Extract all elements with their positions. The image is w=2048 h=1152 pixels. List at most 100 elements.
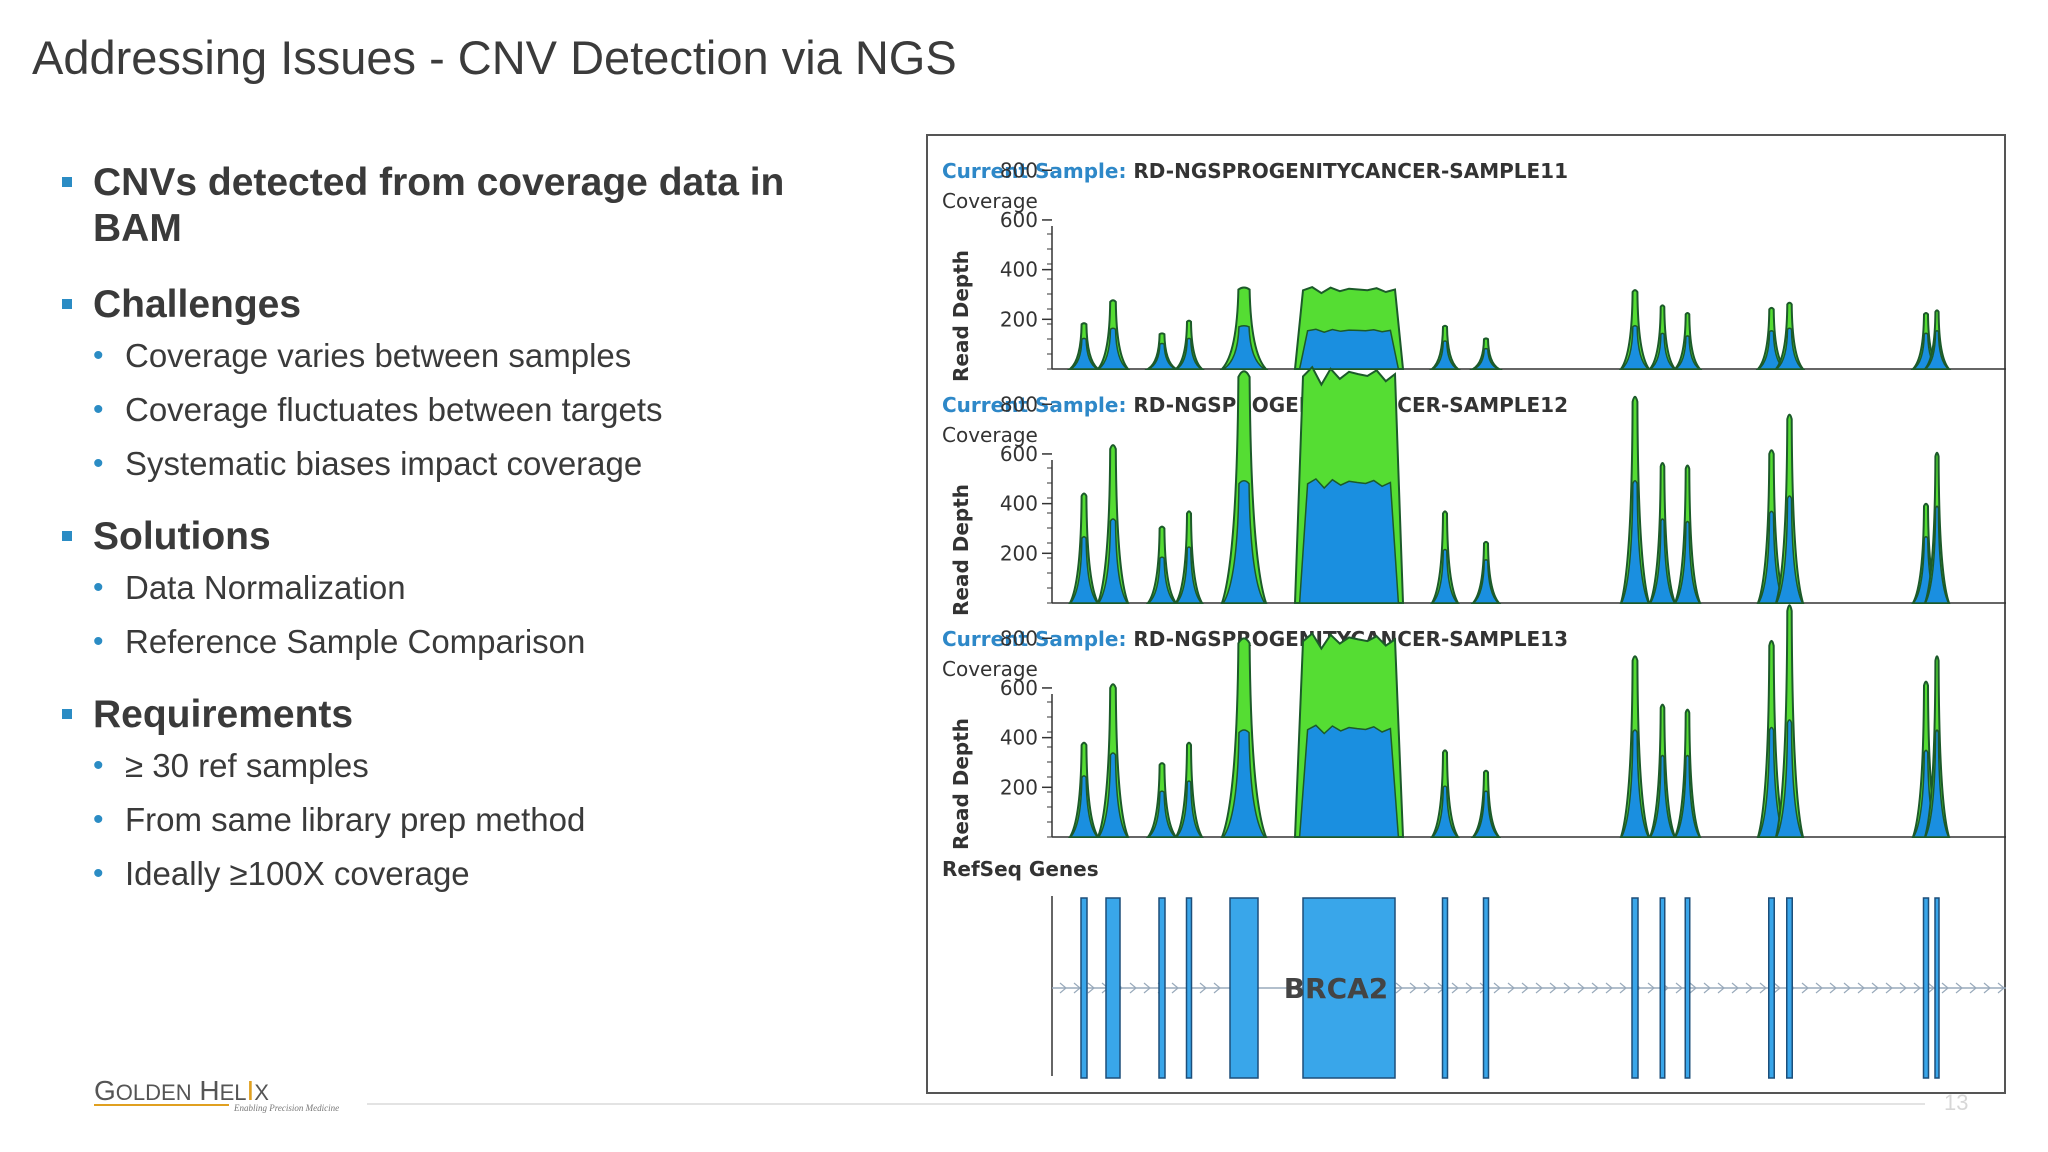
strand-arrow xyxy=(1731,982,1739,994)
coverage-inner-area xyxy=(1298,477,1400,604)
coverage-inner-area xyxy=(1923,330,1951,370)
y-tick-label: 600 xyxy=(1000,442,1038,466)
strand-arrow xyxy=(1577,982,1585,994)
strand-arrow xyxy=(1507,982,1515,994)
strand-arrow xyxy=(1521,982,1529,994)
y-tick-label: 400 xyxy=(1000,726,1038,750)
strand-arrow xyxy=(1493,982,1501,994)
sub-bullet: Reference Sample Comparison xyxy=(62,622,822,662)
sample-prefix: Current Sample: xyxy=(942,393,1133,417)
strand-arrow xyxy=(1773,982,1781,994)
gene-exon xyxy=(1786,897,1793,1079)
sub-bullet: Systematic biases impact coverage xyxy=(62,444,822,484)
sample-prefix: Current Sample: xyxy=(942,159,1133,183)
coverage-inner-area xyxy=(1220,324,1268,370)
strand-arrow xyxy=(1815,982,1823,994)
coverage-inner-area xyxy=(1222,480,1266,604)
coverage-inner-area xyxy=(1173,337,1205,370)
coverage-inner-area xyxy=(1471,558,1501,604)
coverage-inner-area xyxy=(1648,332,1677,370)
y-tick-label: 600 xyxy=(1000,208,1038,232)
sample-prefix: Current Sample: xyxy=(942,627,1133,651)
gene-exon xyxy=(1185,897,1193,1079)
coverage-inner-area xyxy=(1298,328,1400,370)
gene-exon xyxy=(1302,897,1396,1079)
bullet-challenges: Challenges xyxy=(62,282,822,328)
genes-track-label: RefSeq Genes xyxy=(942,857,1099,881)
svg-text:GOLDEN HELIX: GOLDEN HELIX xyxy=(94,1075,269,1106)
gene-exon xyxy=(1105,897,1121,1079)
y-axis-label: Read Depth xyxy=(949,484,973,616)
strand-arrow xyxy=(1969,982,1977,994)
y-tick-label: 400 xyxy=(1000,492,1038,516)
coverage-inner-area xyxy=(1775,719,1804,838)
strand-arrow xyxy=(1717,982,1725,994)
strand-arrow xyxy=(1927,982,1935,994)
y-tick-label: 200 xyxy=(1000,307,1038,331)
svg-text:Enabling Precision Medicine: Enabling Precision Medicine xyxy=(233,1103,339,1113)
strand-arrow xyxy=(1857,982,1865,994)
strand-arrow xyxy=(1675,982,1683,994)
coverage-inner-area xyxy=(1674,754,1701,838)
coverage-inner-area xyxy=(1430,785,1460,838)
sub-bullet: Ideally ≥100X coverage xyxy=(62,854,822,894)
strand-arrow xyxy=(1983,982,1991,994)
coverage-inner-area xyxy=(1649,754,1676,838)
coverage-inner-area xyxy=(1672,335,1703,370)
gene-exon xyxy=(1922,897,1930,1079)
coverage-inner-area xyxy=(1471,790,1501,838)
coverage-figure: Current Sample: RD-NGSPROGENITYCANCER-SA… xyxy=(926,134,2006,1094)
coverage-track-label: Coverage xyxy=(942,189,1038,213)
strand-arrow xyxy=(1059,982,1067,994)
coverage-chart: Current Sample: RD-NGSPROGENITYCANCER-SA… xyxy=(942,158,2006,1079)
gene-exon xyxy=(1768,897,1775,1079)
coverage-inner-area xyxy=(1620,729,1650,838)
coverage-track-label: Coverage xyxy=(942,423,1038,447)
slide-title: Addressing Issues - CNV Detection via NG… xyxy=(32,31,957,84)
sub-bullet: From same library prep method xyxy=(62,800,822,840)
strand-arrow xyxy=(1913,982,1921,994)
coverage-inner-area xyxy=(1148,342,1176,370)
refseq-genes-track: RefSeq Genes BRCA2 xyxy=(942,857,2006,1079)
strand-arrow xyxy=(1563,982,1571,994)
strand-arrow xyxy=(1955,982,1963,994)
strand-arrow xyxy=(1703,982,1711,994)
strand-arrow xyxy=(1423,982,1431,994)
gene-exon xyxy=(1229,897,1259,1079)
bullet-solutions: Solutions xyxy=(62,514,822,560)
strand-arrow xyxy=(1465,982,1473,994)
gene-exon xyxy=(1684,897,1691,1079)
strand-arrow xyxy=(1549,982,1557,994)
strand-arrow xyxy=(1885,982,1893,994)
sample-label: Current Sample: RD-NGSPROGENITYCANCER-SA… xyxy=(942,159,1568,183)
coverage-inner-area xyxy=(1774,327,1805,370)
y-tick-label: 800 xyxy=(1000,158,1038,182)
y-tick-label: 800 xyxy=(1000,392,1038,416)
coverage-inner-area xyxy=(1649,518,1676,604)
coverage-inner-area xyxy=(1146,556,1178,604)
coverage-inner-area xyxy=(1924,729,1950,838)
sample-name: RD-NGSPROGENITYCANCER-SAMPLE11 xyxy=(1133,159,1568,183)
strand-arrow xyxy=(1143,982,1151,994)
strand-arrow xyxy=(1213,982,1221,994)
strand-arrow xyxy=(1409,982,1417,994)
coverage-inner-area xyxy=(1756,330,1787,370)
coverage-inner-area xyxy=(1174,546,1204,604)
sub-bullet: Data Normalization xyxy=(62,568,822,608)
strand-arrow xyxy=(1899,982,1907,994)
y-tick-label: 200 xyxy=(1000,775,1038,799)
strand-arrow xyxy=(1941,982,1949,994)
gene-name-label: BRCA2 xyxy=(1284,972,1389,1005)
y-axis-label: Read Depth xyxy=(949,718,973,850)
gene-exon xyxy=(1631,897,1639,1079)
strand-arrow xyxy=(1745,982,1753,994)
strand-arrow xyxy=(1689,982,1697,994)
strand-arrow xyxy=(1605,982,1613,994)
coverage-track: Current Sample: RD-NGSPROGENITYCANCER-SA… xyxy=(942,604,2006,850)
coverage-track: Current Sample: RD-NGSPROGENITYCANCER-SA… xyxy=(942,365,2006,616)
gene-exon xyxy=(1080,897,1088,1079)
strand-arrow xyxy=(1451,982,1459,994)
bullet-requirements: Requirements xyxy=(62,692,822,738)
y-tick-label: 400 xyxy=(1000,258,1038,282)
page-number: 13 xyxy=(1944,1090,1969,1115)
